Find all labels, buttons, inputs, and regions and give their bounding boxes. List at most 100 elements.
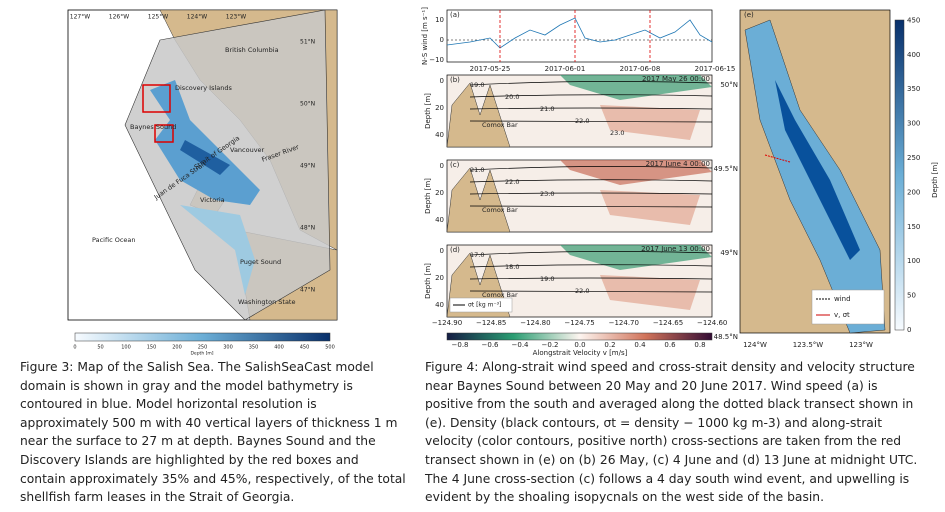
colorbar-tick: 100 xyxy=(121,345,131,351)
y-label: Depth [m] xyxy=(424,93,432,129)
colorbar-tick: 300 xyxy=(223,345,233,351)
x-tick: −124.80 xyxy=(520,319,550,327)
colorbar-tick: 350 xyxy=(907,85,920,93)
panel-label: (d) xyxy=(450,246,460,254)
figure3-caption: Figure 3: Map of the Salish Sea. The Sal… xyxy=(20,360,406,505)
x-tick: 2017-06-08 xyxy=(620,65,661,73)
place-label: British Columbia xyxy=(225,46,279,54)
lat-tick: 48.5°N xyxy=(714,333,738,341)
x-tick: 2017-06-15 xyxy=(695,65,736,73)
colorbar-tick: 50 xyxy=(97,345,103,351)
y-tick: 10 xyxy=(435,16,444,24)
bar-label: Comox Bar xyxy=(482,291,518,299)
lon-tick: 124°W xyxy=(187,14,207,21)
colorbar-tick: 350 xyxy=(249,345,259,351)
colorbar-tick: −0.2 xyxy=(542,341,559,349)
colorbar-tick: 200 xyxy=(907,188,920,196)
bar-terrain xyxy=(446,167,511,233)
panel-label: (e) xyxy=(744,11,754,19)
colorbar-tick: 0.2 xyxy=(604,341,615,349)
contour-label: 19.0 xyxy=(540,275,554,283)
colorbar-label: Depth [m] xyxy=(931,162,939,198)
x-tick: −124.65 xyxy=(653,319,683,327)
contour-label: 21.0 xyxy=(470,166,484,174)
colorbar-label: Alongstrait Velocity v [m/s] xyxy=(533,349,628,357)
lon-tick: 127°W xyxy=(70,14,90,21)
lat-tick: 51°N xyxy=(300,39,315,46)
colorbar-label: Depth [m] xyxy=(190,351,213,357)
lon-tick: 124°W xyxy=(743,341,767,349)
x-tick: −124.90 xyxy=(432,319,462,327)
colorbar-tick: 0 xyxy=(907,326,911,334)
depth-tick: 0 xyxy=(440,77,444,85)
colorbar-tick: 200 xyxy=(172,345,182,351)
y-label: N-S wind [m s⁻¹] xyxy=(421,7,429,65)
colorbar-tick: 250 xyxy=(907,154,920,162)
depth-tick: 20 xyxy=(435,104,444,112)
contour-label: 17.0 xyxy=(470,251,484,259)
density-contour xyxy=(469,107,713,110)
colorbar-tick: 100 xyxy=(907,257,920,265)
colorbar-tick: 0.4 xyxy=(634,341,646,349)
panel-label: (c) xyxy=(450,161,460,169)
depth-tick: 0 xyxy=(440,162,444,170)
colorbar-tick: −0.6 xyxy=(482,341,500,349)
lat-tick: 47°N xyxy=(300,287,315,294)
y-label: Depth [m] xyxy=(424,263,432,299)
x-tick: −124.60 xyxy=(697,319,727,327)
bar-label: Comox Bar xyxy=(482,206,518,214)
lat-tick: 49°N xyxy=(720,249,738,257)
colorbar-tick: 150 xyxy=(147,345,157,351)
contour-label: 20.0 xyxy=(505,93,519,101)
fig4-plots xyxy=(446,9,905,341)
colorbar-tick: 400 xyxy=(274,345,284,351)
density-contour xyxy=(469,166,713,171)
place-label: Washington State xyxy=(238,298,295,306)
velocity-shading xyxy=(600,105,700,140)
x-tick: 2017-05-25 xyxy=(470,65,511,73)
place-label: Pacific Ocean xyxy=(92,236,136,244)
place-label: Vancouver xyxy=(230,146,265,154)
place-label: Puget Sound xyxy=(240,258,281,266)
colorbar-tick: 500 xyxy=(325,345,335,351)
depth-tick: 40 xyxy=(435,216,444,224)
figure4-caption: Figure 4: Along-strait wind speed and cr… xyxy=(425,360,918,505)
lat-tick: 50°N xyxy=(300,101,315,108)
contour-label: 19.0 xyxy=(470,81,484,89)
lon-tick: 123°W xyxy=(849,341,873,349)
density-contour xyxy=(469,94,713,98)
legend-text: wind xyxy=(834,295,851,303)
colorbar-tick: 400 xyxy=(907,51,920,59)
density-contour xyxy=(469,251,713,256)
colorbar-tick: 150 xyxy=(907,223,920,231)
contour-label: 23.0 xyxy=(610,129,624,137)
panel-date: 2017 May 26 00:00 xyxy=(642,75,710,83)
y-tick: 0 xyxy=(440,36,444,44)
colorbar-tick: 0.6 xyxy=(664,341,676,349)
panel-date: 2017 June 13 00:00 xyxy=(641,245,710,253)
colorbar-tick: 50 xyxy=(907,292,916,300)
contour-label: 22.0 xyxy=(575,117,589,125)
lat-tick: 48°N xyxy=(300,225,315,232)
lon-tick: 126°W xyxy=(109,14,129,21)
y-tick: −10 xyxy=(429,56,444,64)
depth-tick: 20 xyxy=(435,189,444,197)
lon-tick: 123.5°W xyxy=(793,341,824,349)
density-contour xyxy=(469,179,713,183)
colorbar-tick: 0.0 xyxy=(574,341,585,349)
depth-tick: 0 xyxy=(440,247,444,255)
density-contour xyxy=(469,120,713,123)
colorbar-tick: 450 xyxy=(300,345,310,351)
lat-tick: 50°N xyxy=(720,81,738,89)
x-tick: 2017-06-01 xyxy=(545,65,586,73)
contour-label: 23.0 xyxy=(540,190,554,198)
colorbar-tick: −0.4 xyxy=(512,341,530,349)
place-label: Baynes Sound xyxy=(130,123,176,131)
x-tick: −124.70 xyxy=(609,319,639,327)
lat-tick: 49.5°N xyxy=(714,165,738,173)
panel-label: (a) xyxy=(450,11,460,19)
lon-tick: 125°W xyxy=(148,14,168,21)
map-fig3 xyxy=(67,9,338,342)
